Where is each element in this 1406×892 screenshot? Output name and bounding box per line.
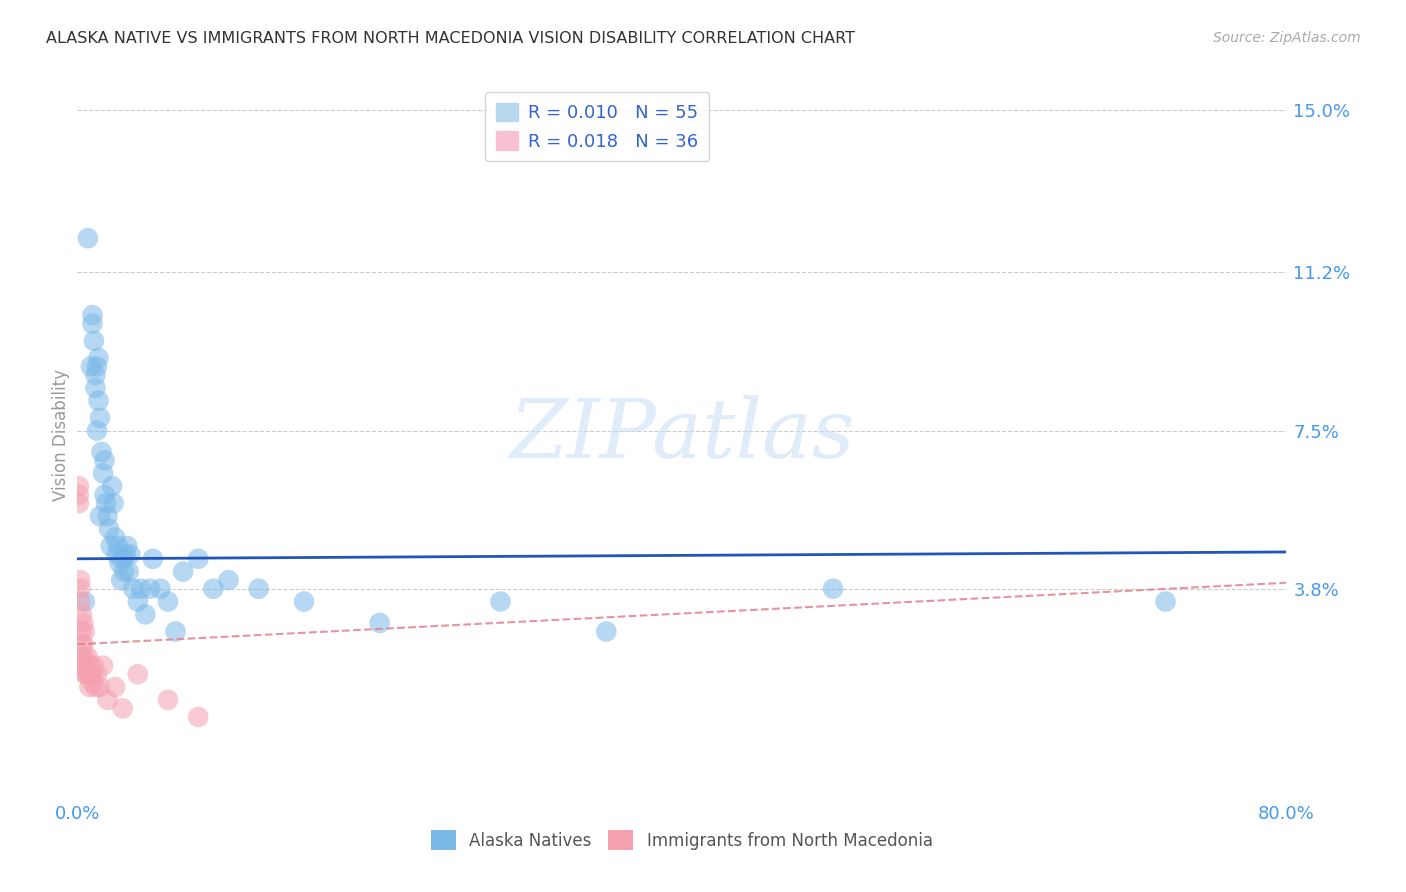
Point [84, 368, 107, 382]
Point [157, 594, 180, 608]
Point [70, 624, 93, 639]
Point [127, 594, 149, 608]
Point [93, 488, 115, 502]
Point [139, 582, 162, 596]
Point [83, 334, 105, 348]
Point [69, 573, 91, 587]
Point [104, 680, 127, 694]
Point [91, 658, 114, 673]
Point [595, 624, 617, 639]
Point [218, 573, 240, 587]
Point [73, 624, 96, 639]
Point [75, 667, 97, 681]
Point [100, 539, 122, 553]
Text: ALASKA NATIVE VS IMMIGRANTS FROM NORTH MACEDONIA VISION DISABILITY CORRELATION C: ALASKA NATIVE VS IMMIGRANTS FROM NORTH M… [46, 31, 855, 46]
Point [187, 551, 209, 566]
Point [73, 667, 96, 681]
Point [69, 594, 91, 608]
Point [142, 551, 165, 566]
Point [82, 308, 104, 322]
Point [114, 548, 136, 562]
Point [103, 496, 125, 510]
Point [96, 693, 118, 707]
Point [489, 594, 512, 608]
Legend: Alaska Natives, Immigrants from North Macedonia: Alaska Natives, Immigrants from North Ma… [432, 830, 932, 850]
Point [87, 393, 110, 408]
Point [70, 637, 93, 651]
Point [67, 479, 90, 493]
Point [80, 667, 103, 681]
Point [89, 509, 111, 524]
Point [72, 615, 94, 630]
Point [149, 582, 172, 596]
Point [111, 551, 134, 566]
Point [73, 594, 96, 608]
Point [82, 667, 104, 681]
Point [69, 582, 91, 596]
Point [67, 496, 90, 510]
Point [118, 565, 141, 579]
Point [72, 637, 94, 651]
Point [172, 565, 194, 579]
Point [70, 607, 93, 622]
Point [292, 594, 315, 608]
Point [72, 658, 94, 673]
Point [70, 650, 93, 665]
Point [165, 624, 187, 639]
Point [111, 701, 134, 715]
Point [90, 445, 112, 459]
Point [110, 573, 132, 587]
Point [157, 693, 180, 707]
Point [134, 607, 156, 622]
Point [247, 582, 270, 596]
Point [93, 453, 115, 467]
Point [127, 667, 149, 681]
Point [122, 582, 145, 596]
Text: ZIPatlas: ZIPatlas [509, 395, 855, 475]
Point [80, 359, 103, 374]
Point [115, 539, 138, 553]
Point [96, 509, 118, 524]
Point [98, 522, 121, 536]
Point [82, 317, 104, 331]
Point [73, 650, 96, 665]
Point [120, 548, 142, 562]
Point [89, 680, 111, 694]
Point [79, 658, 101, 673]
Point [86, 424, 108, 438]
Point [821, 582, 844, 596]
Point [67, 488, 90, 502]
Text: Source: ZipAtlas.com: Source: ZipAtlas.com [1213, 31, 1361, 45]
Point [368, 615, 391, 630]
Point [105, 548, 128, 562]
Point [84, 680, 107, 694]
Point [108, 556, 131, 570]
Point [84, 381, 107, 395]
Point [202, 582, 225, 596]
Point [129, 582, 152, 596]
Point [89, 410, 111, 425]
Point [94, 496, 117, 510]
Point [1154, 594, 1177, 608]
Y-axis label: Vision Disability: Vision Disability [52, 369, 70, 500]
Point [83, 658, 105, 673]
Point [87, 351, 110, 365]
Point [77, 650, 100, 665]
Point [86, 667, 108, 681]
Point [75, 658, 97, 673]
Point [86, 359, 108, 374]
Point [79, 680, 101, 694]
Point [82, 675, 104, 690]
Point [104, 530, 127, 544]
Point [77, 667, 100, 681]
Point [187, 710, 209, 724]
Point [112, 565, 135, 579]
Point [101, 479, 124, 493]
Point [91, 467, 114, 481]
Point [77, 231, 100, 245]
Point [107, 539, 129, 553]
